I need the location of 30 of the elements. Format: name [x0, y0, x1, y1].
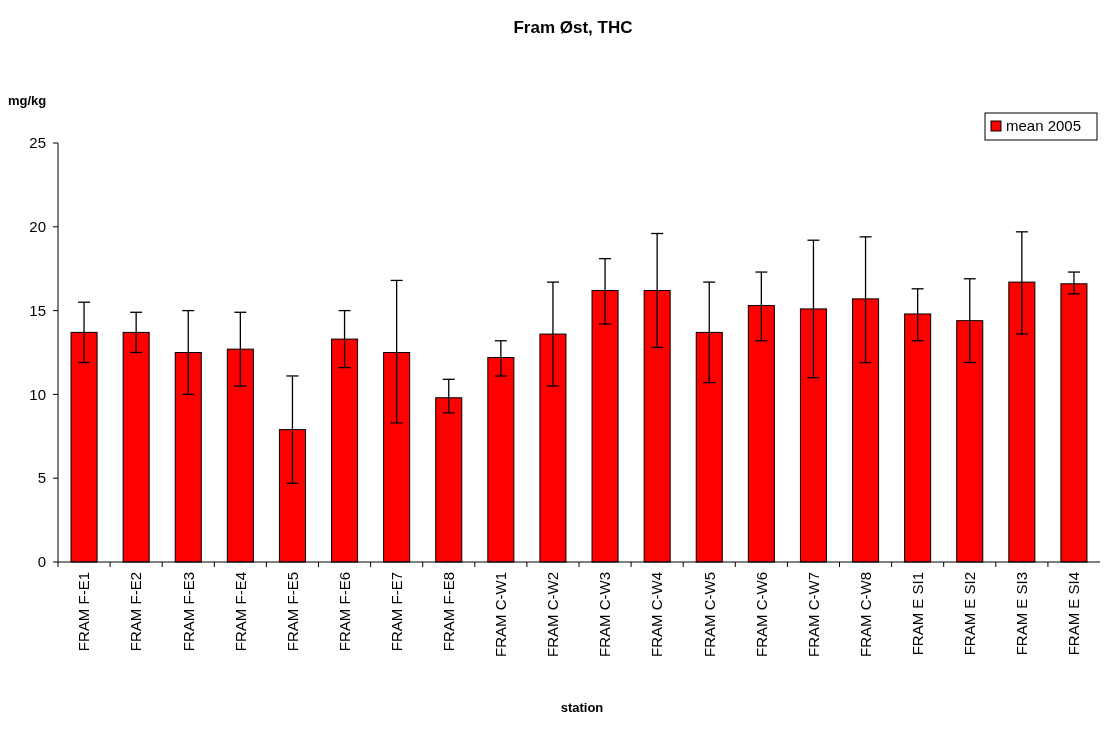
y-tick-label: 5: [37, 469, 46, 487]
x-tick-label: FRAM E SI2: [961, 572, 978, 656]
x-tick-label: FRAM F-E4: [231, 572, 249, 652]
y-tick-label: 10: [29, 385, 46, 403]
x-tick-label: FRAM C-W2: [544, 572, 562, 657]
x-tick-label: FRAM C-W5: [700, 572, 718, 657]
y-tick-label: 15: [29, 301, 46, 319]
x-tick-label: FRAM F-E7: [387, 572, 405, 652]
legend-label: mean 2005: [1006, 117, 1082, 135]
x-tick-label: FRAM C-W1: [492, 572, 510, 657]
x-tick-label: FRAM F-E2: [127, 572, 145, 652]
x-tick-label: FRAM C-W6: [752, 572, 770, 657]
y-tick-label: 20: [29, 218, 46, 236]
x-tick-label: FRAM C-W3: [596, 572, 614, 657]
x-tick-label: FRAM F-E1: [75, 572, 93, 652]
x-tick-label: FRAM F-E3: [179, 572, 197, 652]
x-tick-label: FRAM F-E8: [440, 572, 457, 652]
x-tick-label: FRAM F-E5: [283, 572, 301, 652]
x-tick-label: FRAM E SI4: [1065, 572, 1083, 656]
x-tick-label: FRAM C-W7: [804, 572, 822, 657]
x-tick-label: FRAM C-W4: [648, 572, 666, 657]
x-tick-label: FRAM E SI3: [1013, 572, 1031, 656]
y-axis-title: mg/kg: [8, 93, 47, 108]
chart-title: Fram Øst, THC: [513, 18, 633, 37]
y-tick-label: 25: [29, 134, 46, 152]
x-axis-title: station: [560, 700, 604, 715]
x-tick-label: FRAM F-E6: [335, 572, 353, 652]
x-tick-label: FRAM E SI1: [908, 572, 926, 656]
x-tick-label: FRAM C-W8: [856, 572, 874, 657]
y-tick-label: 0: [37, 553, 46, 571]
